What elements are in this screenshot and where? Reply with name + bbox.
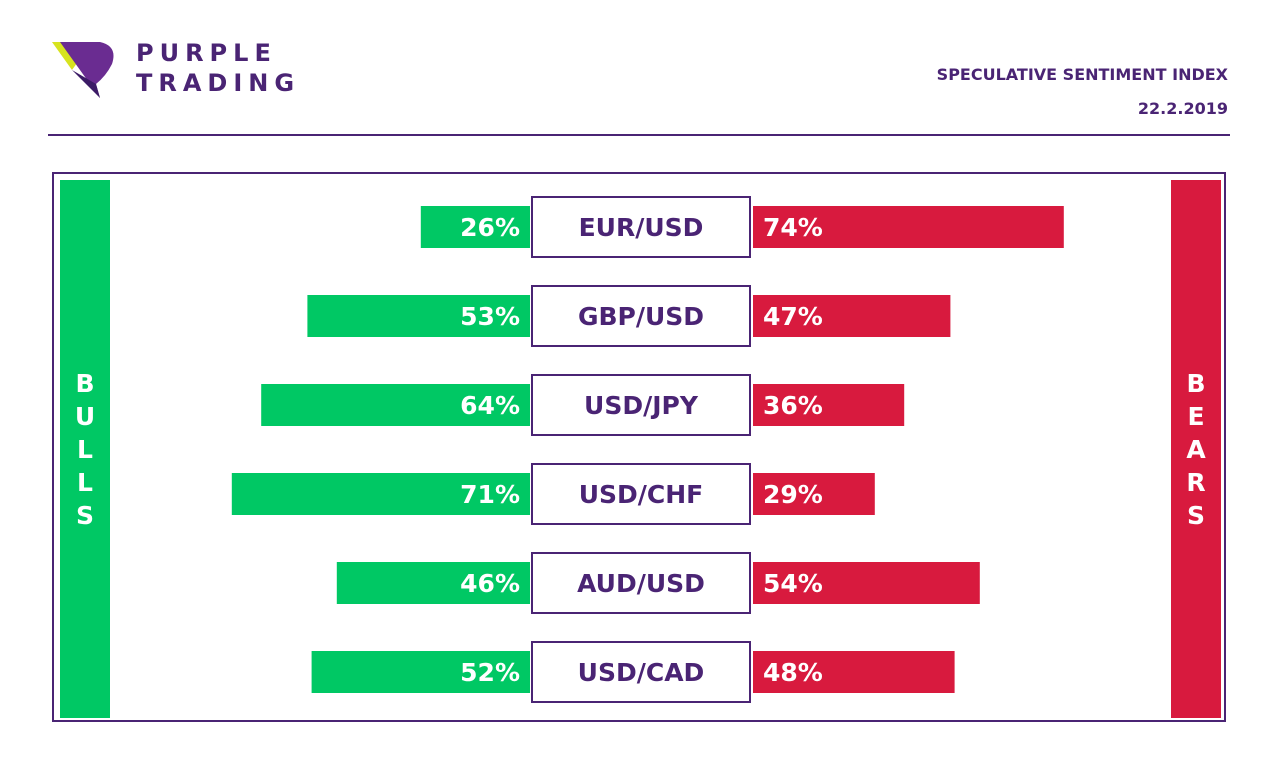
bull-value-label: 46%	[460, 569, 520, 598]
bull-value-label: 53%	[460, 302, 520, 331]
bear-bar	[753, 384, 905, 426]
header-info: SPECULATIVE SENTIMENT INDEX 22.2.2019	[937, 58, 1228, 126]
bear-value-label: 36%	[763, 391, 823, 420]
bear-value-label: 29%	[763, 480, 823, 509]
pair-box	[531, 552, 751, 614]
bears-label: B E A R S	[1186, 368, 1206, 530]
logo-icon	[52, 42, 114, 98]
pair-label: USD/CHF	[579, 480, 704, 509]
bears-side-bar: B E A R S	[1171, 180, 1221, 718]
bear-value-label: 74%	[763, 213, 823, 242]
page-title: SPECULATIVE SENTIMENT INDEX	[936, 65, 1228, 84]
bull-bar	[261, 384, 530, 426]
bear-bar	[753, 206, 1064, 248]
bull-value-label: 26%	[460, 213, 520, 242]
logo-wordmark: PURPLE TRADING	[136, 38, 300, 98]
pair-label: EUR/USD	[579, 213, 704, 242]
pair-label: AUD/USD	[577, 569, 705, 598]
bull-value-label: 52%	[460, 658, 520, 687]
bear-bar	[753, 295, 951, 337]
bear-value-label: 48%	[763, 658, 823, 687]
bear-bar	[753, 562, 980, 604]
bull-bar	[420, 206, 530, 248]
bull-bar	[336, 562, 530, 604]
pair-box	[531, 196, 751, 258]
logo-line-1: PURPLE	[136, 39, 277, 67]
bear-bar	[753, 473, 875, 515]
pair-box	[531, 463, 751, 525]
logo-line-2: TRADING	[136, 69, 301, 97]
bulls-side-bar: B U L L S	[60, 180, 110, 718]
bear-bar	[753, 651, 955, 693]
bear-value-label: 54%	[763, 569, 823, 598]
bull-bar	[311, 651, 530, 693]
bull-value-label: 71%	[460, 480, 520, 509]
bull-value-label: 64%	[460, 391, 520, 420]
chart-frame	[52, 172, 1226, 722]
pair-box	[531, 285, 751, 347]
bear-value-label: 47%	[763, 302, 823, 331]
header-divider	[48, 134, 1230, 136]
bull-bar	[307, 295, 530, 337]
purple-trading-logo: PURPLE TRADING	[52, 38, 312, 102]
pair-label: USD/JPY	[584, 391, 699, 420]
pair-label: GBP/USD	[578, 302, 704, 331]
pair-box	[531, 374, 751, 436]
pair-box	[531, 641, 751, 703]
pair-label: USD/CAD	[578, 658, 705, 687]
report-date: 22.2.2019	[1137, 99, 1228, 118]
bull-bar	[231, 473, 531, 515]
bulls-label: B U L L S	[74, 368, 96, 530]
